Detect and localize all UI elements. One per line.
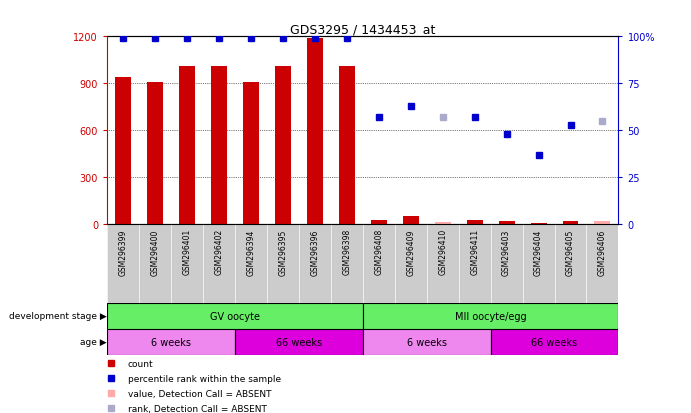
Bar	[107, 303, 363, 329]
Bar	[243, 83, 259, 225]
Text: 6 weeks: 6 weeks	[151, 337, 191, 347]
Title: GDS3295 / 1434453_at: GDS3295 / 1434453_at	[290, 23, 435, 36]
Text: MII oocyte/egg: MII oocyte/egg	[455, 311, 527, 321]
Bar	[435, 222, 451, 225]
Bar	[531, 223, 547, 225]
Text: GSM296404: GSM296404	[534, 228, 543, 275]
Bar	[107, 329, 235, 355]
Text: GSM296403: GSM296403	[502, 228, 511, 275]
Text: rank, Detection Call = ABSENT: rank, Detection Call = ABSENT	[128, 404, 267, 413]
Bar	[179, 67, 195, 225]
Text: development stage ▶: development stage ▶	[10, 312, 107, 320]
Bar	[403, 217, 419, 225]
Text: GSM296411: GSM296411	[470, 228, 479, 275]
Bar	[499, 221, 515, 225]
Bar	[147, 83, 163, 225]
Bar	[466, 220, 482, 225]
Bar	[115, 78, 131, 225]
Text: GSM296395: GSM296395	[278, 228, 287, 275]
Text: value, Detection Call = ABSENT: value, Detection Call = ABSENT	[128, 389, 272, 398]
Text: 66 weeks: 66 weeks	[276, 337, 322, 347]
Bar	[307, 39, 323, 225]
Bar	[363, 303, 618, 329]
Text: GV oocyte: GV oocyte	[210, 311, 260, 321]
Text: age ▶: age ▶	[80, 338, 107, 347]
Text: GSM296409: GSM296409	[406, 228, 415, 275]
Text: percentile rank within the sample: percentile rank within the sample	[128, 374, 281, 383]
Text: GSM296405: GSM296405	[566, 228, 575, 275]
Text: GSM296402: GSM296402	[214, 228, 223, 275]
Bar	[594, 221, 610, 225]
Text: GSM296408: GSM296408	[375, 228, 384, 275]
Bar	[339, 67, 354, 225]
Text: GSM296406: GSM296406	[598, 228, 607, 275]
Bar	[363, 329, 491, 355]
Bar	[371, 220, 387, 225]
Bar	[235, 329, 363, 355]
Text: 66 weeks: 66 weeks	[531, 337, 578, 347]
Text: GSM296399: GSM296399	[119, 228, 128, 275]
Text: GSM296394: GSM296394	[247, 228, 256, 275]
Text: GSM296401: GSM296401	[182, 228, 191, 275]
Text: 6 weeks: 6 weeks	[407, 337, 446, 347]
Text: GSM296410: GSM296410	[438, 228, 447, 275]
Bar	[491, 329, 618, 355]
Bar	[562, 221, 578, 225]
Text: GSM296398: GSM296398	[342, 228, 351, 275]
Bar	[275, 67, 291, 225]
Text: GSM296400: GSM296400	[151, 228, 160, 275]
Bar	[211, 67, 227, 225]
Text: count: count	[128, 359, 153, 368]
Text: GSM296396: GSM296396	[310, 228, 319, 275]
